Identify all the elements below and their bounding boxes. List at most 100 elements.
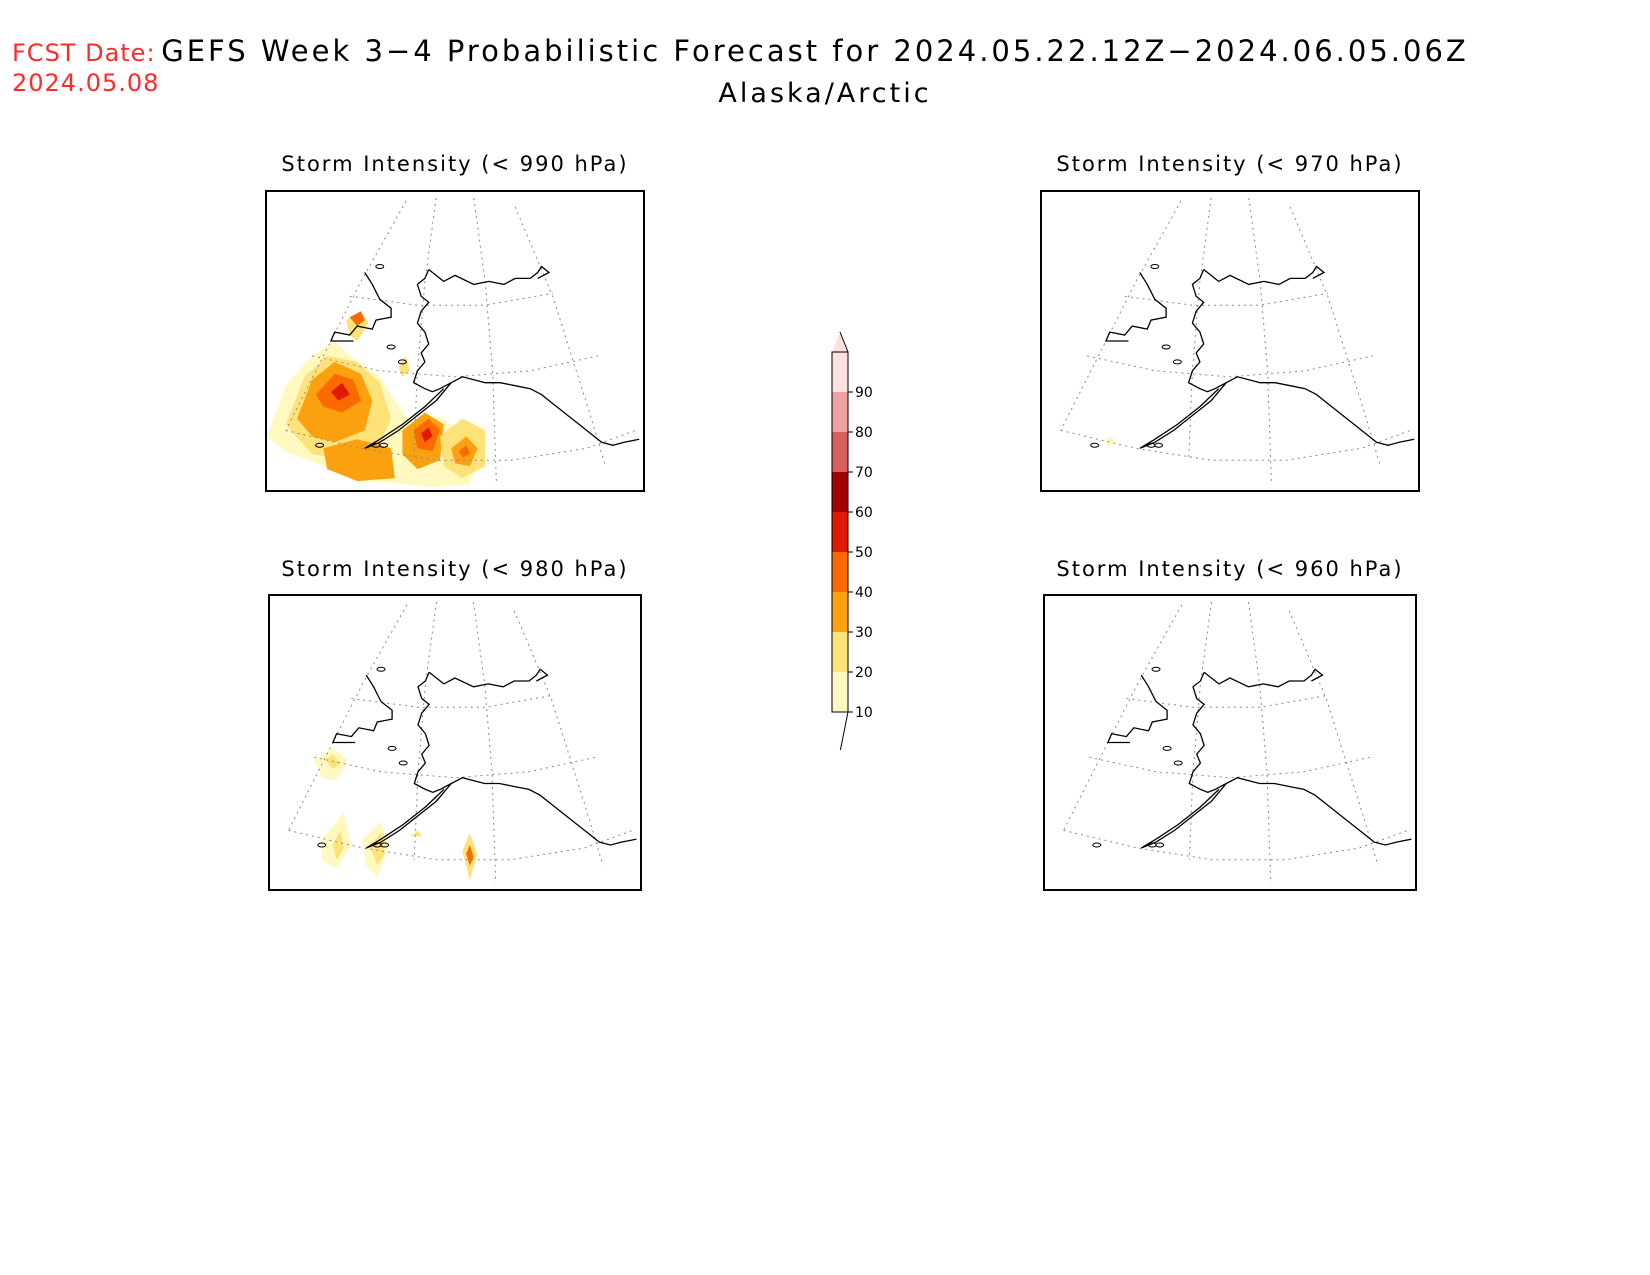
panel-960-title: Storm Intensity (< 960 hPa) [1056, 557, 1404, 581]
colorbar-swatch [832, 632, 848, 672]
coastline [1106, 674, 1168, 744]
colorbar-graphic: 10 20 30 40 50 60 70 80 90 [831, 331, 873, 753]
probability-contour [349, 311, 365, 327]
colorbar-swatch [832, 672, 848, 712]
island [1150, 264, 1160, 269]
island [1161, 344, 1171, 350]
map-gridline [314, 756, 596, 779]
probability-contour [421, 427, 433, 443]
colorbar-swatch [832, 432, 848, 472]
coastline [412, 269, 640, 446]
colorbar-label: 90 [855, 385, 873, 401]
map-gridline [349, 292, 553, 306]
island [398, 760, 408, 766]
map-gridline [473, 197, 497, 485]
map-gridline [288, 829, 633, 861]
map-gridline [1063, 604, 1183, 831]
map-gridline [1289, 206, 1381, 467]
panel-990-title: Storm Intensity (< 990 hPa) [281, 152, 629, 176]
map-gridline [1060, 429, 1411, 461]
island [379, 442, 389, 448]
colorbar-label: 30 [855, 625, 873, 641]
panel-970-title: Storm Intensity (< 970 hPa) [1056, 152, 1404, 176]
colorbar: 10 20 30 40 50 60 70 80 90 [820, 330, 900, 754]
map-gridline [1248, 601, 1272, 884]
coastline [1188, 671, 1412, 846]
map-panel-980 [268, 594, 642, 891]
island [1162, 745, 1172, 751]
island [376, 666, 386, 672]
island [372, 842, 382, 848]
forecast-date-block: FCST Date: 2024.05.08 [12, 38, 159, 98]
coastline [1140, 783, 1227, 849]
map-gridline [1288, 610, 1379, 866]
colorbar-label: 20 [855, 665, 873, 681]
map-gridline [513, 610, 604, 866]
island [386, 344, 396, 350]
colorbar-swatch [832, 392, 848, 432]
map-gridline [1089, 756, 1371, 779]
island [1090, 442, 1100, 448]
probability-contour [1105, 436, 1114, 446]
map-title: GEFS Week 3−4 Probabilistic Forecast for… [161, 34, 1469, 68]
coastline [1203, 265, 1326, 286]
probability-contour [458, 445, 470, 458]
map-graphic [288, 601, 637, 884]
map-gridline [288, 604, 408, 831]
coastline [428, 668, 549, 688]
probability-contour [410, 830, 422, 837]
forecast-date-label: FCST Date: [12, 39, 156, 67]
island [387, 745, 397, 751]
coastline [428, 265, 551, 286]
map-gridline [1248, 197, 1272, 485]
coastline [1104, 272, 1167, 342]
map-panel-990 [265, 190, 645, 492]
panel-980-title: Storm Intensity (< 980 hPa) [281, 557, 629, 581]
probability-contour [330, 382, 350, 401]
probability-contour [466, 845, 474, 866]
map-panel-960 [1043, 594, 1417, 891]
island [317, 842, 327, 848]
island [1173, 760, 1183, 766]
colorbar-label: 50 [855, 545, 873, 561]
colorbar-swatch [832, 592, 848, 632]
probability-contour [332, 830, 344, 860]
island [380, 842, 390, 848]
island [1147, 842, 1157, 848]
map-panel-970 [1040, 190, 1420, 492]
map-gridline [1060, 200, 1182, 431]
map-subtitle: Alaska/Arctic [718, 78, 932, 109]
probability-contour [398, 355, 410, 377]
probability-contour [323, 439, 395, 482]
map-gridline [1188, 197, 1212, 461]
colorbar-label: 60 [855, 505, 873, 521]
coastline [329, 272, 392, 342]
coastline [1187, 269, 1415, 446]
map-gridline [1124, 292, 1328, 306]
map-gridline [413, 601, 437, 860]
map-gridline [285, 429, 636, 461]
map-gridline [311, 355, 599, 378]
island [397, 359, 407, 365]
island [1154, 442, 1164, 448]
island [375, 264, 385, 269]
colorbar-swatch [832, 552, 848, 592]
map-gridline [473, 601, 497, 884]
colorbar-swatch [832, 512, 848, 552]
colorbar-swatch [832, 472, 848, 512]
coastline [1203, 668, 1324, 688]
island [1155, 842, 1165, 848]
map-gridline [1086, 355, 1374, 378]
map-graphic [267, 197, 640, 487]
forecast-date-value: 2024.05.08 [12, 69, 160, 97]
coastline [331, 674, 393, 744]
map-gridline [514, 206, 606, 467]
colorbar-label: 70 [855, 465, 873, 481]
map-graphic [1063, 601, 1412, 884]
colorbar-swatch [832, 352, 848, 392]
island [1092, 842, 1102, 848]
map-graphic [1060, 197, 1415, 485]
map-gridline [1188, 601, 1212, 860]
colorbar-label: 10 [855, 705, 873, 721]
island [1172, 359, 1182, 365]
